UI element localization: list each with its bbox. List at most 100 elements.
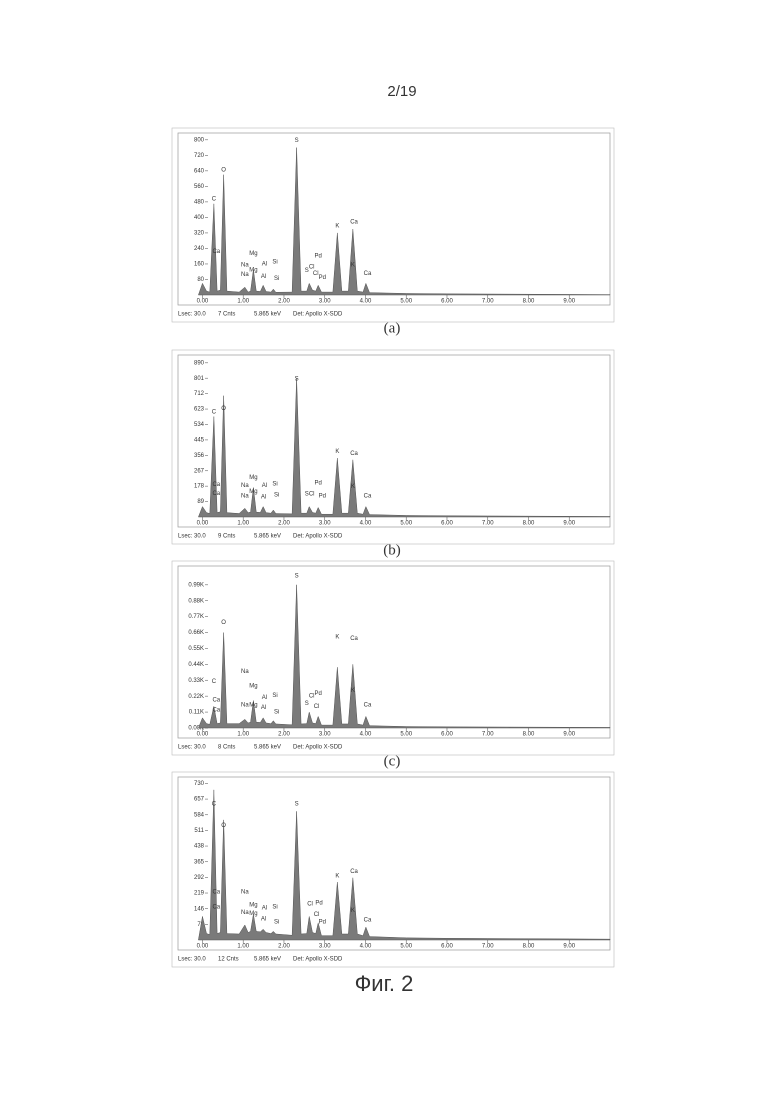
peak-label: Al: [261, 494, 266, 500]
y-tick-label: 657: [194, 797, 205, 803]
peak-label: Si: [274, 493, 279, 499]
peak-label: Si: [274, 710, 279, 716]
plot-frame: [178, 777, 610, 950]
footer-text: Lsec: 30.0: [178, 745, 206, 751]
plot-frame: [178, 133, 610, 305]
x-tick-label: 1.00: [237, 299, 249, 305]
y-tick-label: 712: [194, 391, 205, 397]
peak-label: Ca: [350, 869, 358, 875]
peak-label: S: [295, 574, 299, 580]
footer-text: Det: Apollo X-SDD: [293, 534, 343, 540]
y-tick-label: 178: [194, 484, 205, 490]
footer-text: Det: Apollo X-SDD: [293, 312, 343, 318]
footer-text: 5.865 keV: [254, 745, 281, 751]
y-tick-label: 560: [194, 184, 205, 190]
plot-frame: [178, 566, 610, 738]
peak-label: Si: [272, 905, 277, 911]
footer-text: Det: Apollo X-SDD: [293, 745, 343, 751]
peak-label: Na: [241, 890, 249, 896]
y-tick-label: 0.99K: [188, 582, 204, 588]
x-tick-label: 9.00: [563, 299, 575, 305]
y-tick-label: 0.55K: [188, 646, 204, 652]
x-tick-label: 0.00: [197, 521, 209, 527]
peak-label: Na: [241, 493, 249, 499]
peak-label: S: [305, 701, 309, 707]
peak-label: Na: [241, 702, 249, 708]
x-tick-label: 3.00: [319, 521, 331, 527]
peak-label: Ca: [364, 271, 372, 277]
x-tick-label: 2.00: [278, 521, 290, 527]
peak-label: K: [335, 634, 339, 640]
peak-label: Al: [262, 483, 267, 489]
footer-text: Lsec: 30.0: [178, 534, 206, 540]
peak-label: C: [212, 196, 217, 202]
peak-label: Al: [261, 916, 266, 922]
x-tick-label: 4.00: [360, 944, 372, 950]
peak-label: Ca: [212, 482, 220, 488]
peak-label: Cl: [314, 912, 320, 918]
y-tick-label: 0.22K: [188, 694, 204, 700]
peak-label: Mg: [249, 475, 257, 481]
y-tick-label: 445: [194, 437, 205, 443]
y-tick-label: 0.33K: [188, 678, 204, 684]
y-tick-label: 160: [194, 262, 205, 268]
y-tick-label: 801: [194, 376, 205, 382]
y-tick-label: 267: [194, 468, 205, 474]
peak-label: Pd: [315, 480, 322, 486]
peak-label: S: [295, 802, 299, 808]
peak-label: Pd: [319, 493, 326, 499]
x-tick-label: 8.00: [523, 732, 535, 738]
page-number: 2/19: [387, 83, 416, 100]
y-tick-label: 320: [194, 230, 205, 236]
peak-label: Na: [241, 483, 249, 489]
x-tick-label: 8.00: [523, 299, 535, 305]
x-tick-label: 6.00: [441, 732, 453, 738]
footer-text: 8 Cnts: [218, 745, 235, 751]
peak-label: Al: [261, 705, 266, 711]
y-tick-label: 730: [194, 781, 205, 787]
footer-text: Det: Apollo X-SDD: [293, 957, 343, 963]
x-tick-label: 3.00: [319, 299, 331, 305]
x-tick-label: 9.00: [563, 732, 575, 738]
peak-label: Pd: [315, 900, 322, 906]
footer-text: Lsec: 30.0: [178, 312, 206, 318]
y-tick-label: 400: [194, 215, 205, 221]
peak-label: K: [335, 449, 339, 455]
x-tick-label: 7.00: [482, 521, 494, 527]
peak-label: Cl: [309, 264, 315, 270]
peak-label: C: [212, 802, 217, 808]
x-tick-label: 8.00: [523, 521, 535, 527]
footer-text: 12 Cnts: [218, 957, 239, 963]
y-tick-label: 640: [194, 168, 205, 174]
peak-label: Al: [262, 261, 267, 267]
peak-label: Si: [272, 260, 277, 266]
peak-label: Ca: [364, 493, 372, 499]
y-tick-label: 890: [194, 360, 205, 366]
x-tick-label: 6.00: [441, 944, 453, 950]
y-tick-label: 0.44K: [188, 662, 204, 668]
y-tick-label: 292: [194, 875, 205, 881]
y-tick-label: 240: [194, 246, 205, 252]
peak-label: Ca: [212, 707, 220, 713]
x-tick-label: 7.00: [482, 944, 494, 950]
peak-label: K: [351, 262, 355, 268]
x-tick-label: 9.00: [563, 944, 575, 950]
peak-label: Mg: [249, 489, 257, 495]
peak-label: K: [351, 908, 355, 914]
peak-label: Al: [262, 906, 267, 912]
peak-label: K: [335, 224, 339, 230]
x-tick-label: 0.00: [197, 299, 209, 305]
x-tick-label: 7.00: [482, 299, 494, 305]
panel-caption: (b): [383, 542, 401, 558]
x-tick-label: 0.00: [197, 732, 209, 738]
peak-label: Si: [274, 920, 279, 926]
peak-label: Ca: [212, 890, 220, 896]
x-tick-label: 4.00: [360, 732, 372, 738]
y-tick-label: 623: [194, 407, 205, 413]
peak-label: Cl: [307, 901, 313, 907]
spectrum: [198, 148, 610, 295]
peak-label: Ca: [350, 636, 358, 642]
x-tick-label: 3.00: [319, 732, 331, 738]
y-tick-label: 219: [194, 891, 205, 897]
footer-text: 7 Cnts: [218, 312, 235, 318]
